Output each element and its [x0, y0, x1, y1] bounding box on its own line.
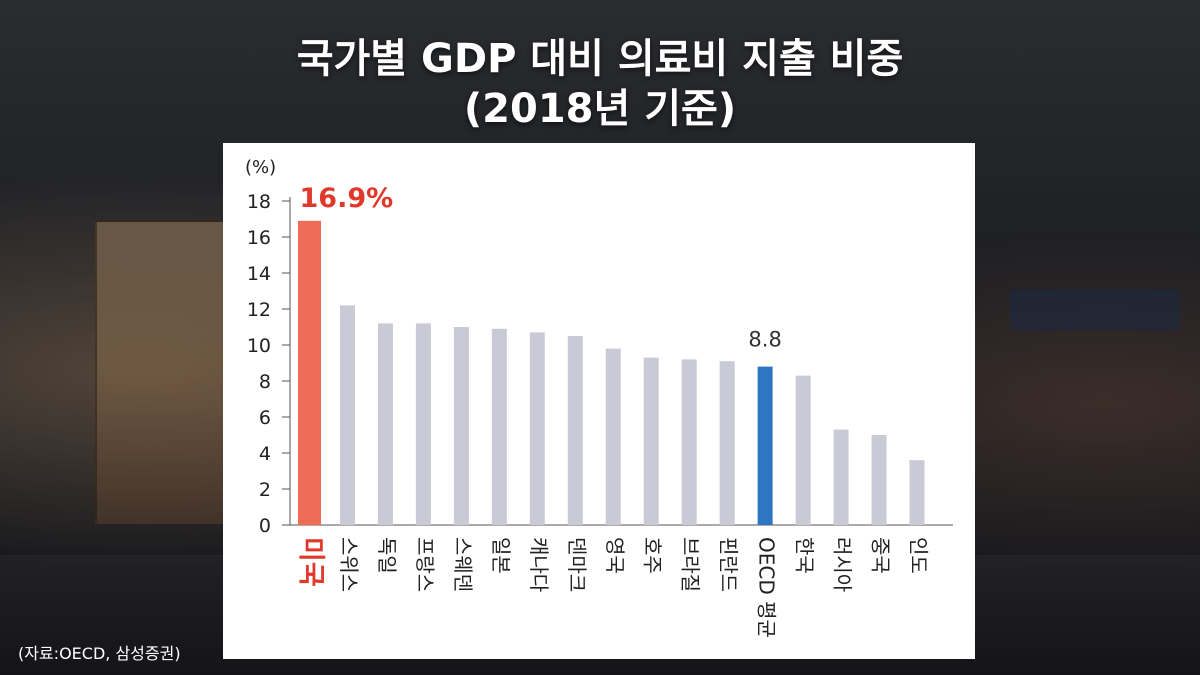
y-tick-label: 0 [259, 515, 271, 537]
y-tick-label: 14 [247, 263, 271, 285]
y-tick-label: 8 [259, 371, 271, 393]
x-tick-label: 독일 [375, 537, 399, 574]
x-tick-label: 중국 [869, 537, 893, 574]
y-tick-label: 18 [247, 191, 271, 213]
data-label: 16.9% [300, 183, 394, 214]
bar-chart: (%) 0 2 4 6 8 10 12 14 16 18 16.9% 미국 스위스 독일 프랑스 스웨덴 일본 캐나… [245, 157, 953, 638]
bar-17 [909, 460, 925, 525]
store-sign [1010, 290, 1180, 330]
bar-15 [833, 429, 849, 525]
bar-6 [491, 328, 507, 525]
bar-14 [795, 375, 811, 525]
x-tick-label: 스위스 [337, 537, 361, 592]
x-tick-label: 일본 [489, 537, 513, 574]
x-tick-label: 덴마크 [565, 537, 589, 592]
source-note: (자료:OECD, 삼성증권) [18, 644, 181, 663]
bar-5 [453, 327, 469, 525]
data-label: 8.8 [748, 328, 781, 352]
y-tick-label: 2 [259, 479, 271, 501]
bar-10 [643, 357, 659, 525]
bar-8 [567, 336, 583, 525]
bar-9 [605, 348, 621, 525]
x-tick-label: 스웨덴 [451, 537, 475, 592]
x-tick-label: 한국 [793, 537, 817, 574]
x-tick-label: 러시아 [831, 537, 855, 592]
y-tick-label: 4 [259, 443, 271, 465]
bar-16 [871, 435, 887, 525]
bar-2 [339, 305, 355, 525]
y-tick-label: 12 [247, 299, 271, 321]
bar-3 [377, 323, 393, 525]
chart-panel: (%) 0 2 4 6 8 10 12 14 16 18 16.9% 미국 스위스 독일 프랑스 스웨덴 일본 캐나… [223, 143, 975, 659]
bar-1 [298, 220, 321, 526]
x-tick-label: 호주 [641, 537, 665, 574]
x-tick-label: 프랑스 [413, 537, 437, 592]
title-line-2: (2018년 기준) [463, 86, 737, 132]
bar-11 [681, 359, 697, 525]
page-title: 국가별 GDP 대비 의료비 지출 비중 (2018년 기준) [0, 34, 1200, 134]
bar-7 [529, 332, 545, 525]
y-tick-label: 6 [259, 407, 271, 429]
y-tick-label: 16 [247, 227, 271, 249]
bar-4 [415, 323, 431, 525]
bar-12 [719, 361, 735, 525]
x-tick-label: 인도 [907, 537, 931, 574]
title-line-1: 국가별 GDP 대비 의료비 지출 비중 [296, 36, 904, 82]
x-tick-label: OECD 평균 [755, 537, 779, 638]
storefront-window [95, 220, 239, 524]
bar-13 [757, 366, 773, 525]
y-axis-unit-label: (%) [245, 157, 276, 178]
y-tick-label: 10 [247, 335, 271, 357]
x-tick-label: 핀란드 [717, 537, 741, 592]
x-tick-label: 캐나다 [527, 537, 551, 592]
x-tick-label: 영국 [603, 537, 627, 574]
x-tick-label: 브라질 [679, 537, 703, 592]
x-tick-label: 미국 [295, 537, 326, 587]
